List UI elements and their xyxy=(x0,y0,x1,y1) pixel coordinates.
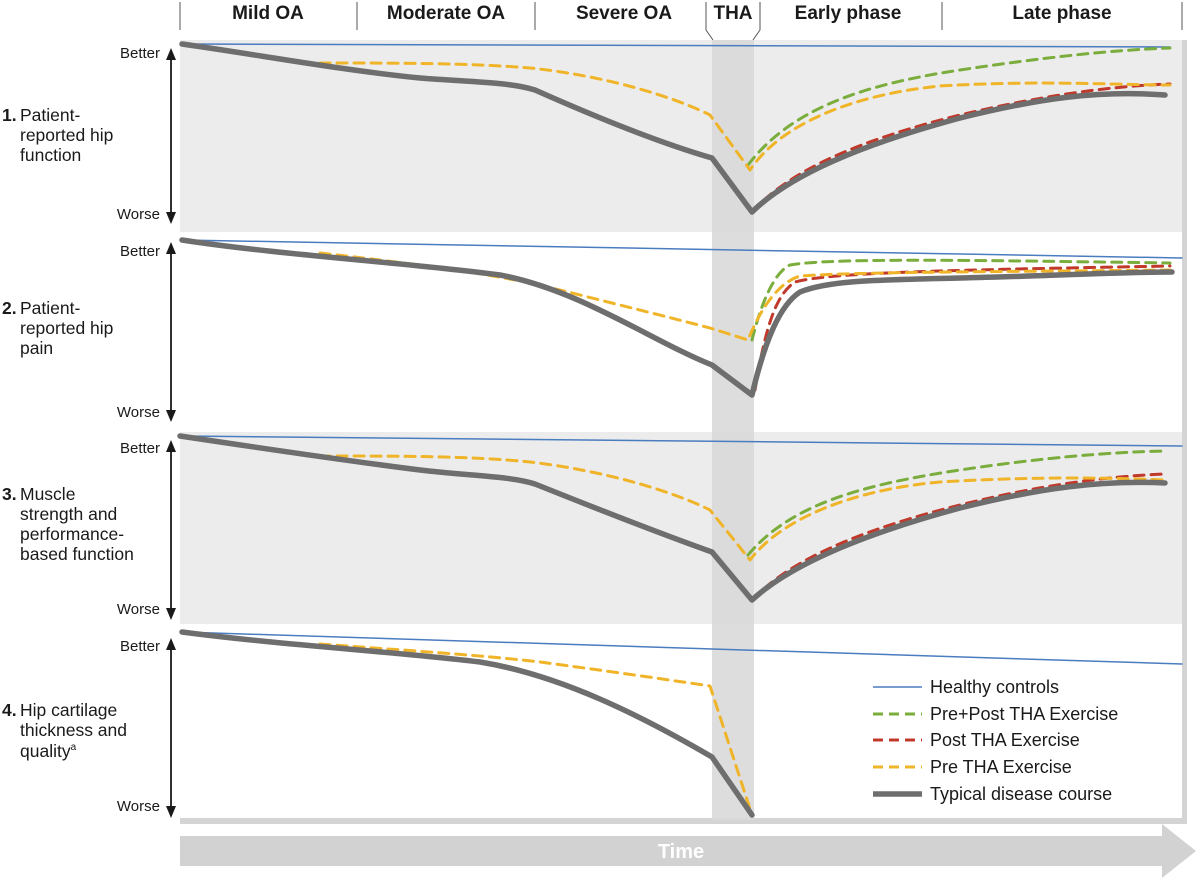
curve-healthy-controls xyxy=(181,239,1183,259)
panel-3-axis: Better Worse xyxy=(117,440,176,620)
panel-3-label: 3. Muscle strength and performance- base… xyxy=(2,484,134,564)
phase-label-tha: THA xyxy=(713,3,752,24)
curve-post-tha-exercise xyxy=(750,82,1172,214)
axis-down-arrow-icon xyxy=(166,410,176,422)
panel-1-background xyxy=(180,40,1185,232)
legend-label: Pre THA Exercise xyxy=(930,757,1072,777)
curve-healthy-controls xyxy=(181,435,1183,447)
legend-label: Healthy controls xyxy=(930,677,1059,697)
panel-2-axis: Better Worse xyxy=(117,242,176,422)
axis-up-arrow-icon xyxy=(166,440,176,452)
phase-label-mild-oa: Mild OA xyxy=(232,3,304,24)
curve-pre-tha-exercise xyxy=(318,61,1172,172)
panel-label-line: Muscle xyxy=(20,484,75,504)
curve-pre-tha-exercise xyxy=(318,642,754,817)
axis-down-arrow-icon xyxy=(166,608,176,620)
panel-label-line: function xyxy=(20,145,81,165)
panel-1-curves xyxy=(179,41,1172,215)
panel-label-line: reported hip xyxy=(20,125,113,145)
panel-label-line: qualitya xyxy=(20,741,77,761)
panel-4-label: 4. Hip cartilage thickness and qualitya xyxy=(2,700,127,761)
panel-label-line: performance- xyxy=(20,524,124,544)
phase-label-moderate-oa: Moderate OA xyxy=(387,3,506,24)
axis-worse-label: Worse xyxy=(117,404,160,421)
axis-better-label: Better xyxy=(120,45,160,62)
panel-number: 2. xyxy=(2,298,17,318)
legend-label: Typical disease course xyxy=(930,784,1112,804)
panel-2-background xyxy=(180,232,1185,432)
curve-typical-disease-course xyxy=(179,237,1175,398)
legend-item-healthy-controls: Healthy controls xyxy=(873,677,1059,697)
legend-label: Pre+Post THA Exercise xyxy=(930,704,1118,724)
tha-left-bracket xyxy=(705,2,714,41)
panel-4-background xyxy=(180,624,1185,820)
phase-header: Mild OA Moderate OA Severe OA THA Early … xyxy=(179,2,1183,41)
axis-up-arrow-icon xyxy=(166,242,176,254)
axis-up-arrow-icon xyxy=(166,48,176,60)
phase-label-late-phase: Late phase xyxy=(1012,3,1111,24)
axis-down-arrow-icon xyxy=(166,212,176,224)
legend-item-pre-tha-exercise: Pre THA Exercise xyxy=(873,757,1072,777)
axis-better-label: Better xyxy=(120,243,160,260)
legend-item-pre-post-tha-exercise: Pre+Post THA Exercise xyxy=(873,704,1118,724)
bottom-edge-bar xyxy=(180,818,1187,824)
legend: Healthy controls Pre+Post THA Exercise P… xyxy=(873,677,1118,804)
curve-healthy-controls xyxy=(181,631,1183,665)
panel-label-text: quality xyxy=(20,741,71,761)
panel-1-axis: Better Worse xyxy=(117,45,176,224)
axis-up-arrow-icon xyxy=(166,638,176,650)
panel-label-line: pain xyxy=(20,338,53,358)
curve-pre-tha-exercise xyxy=(318,454,1167,562)
panel-label-line: Patient- xyxy=(20,105,80,125)
axis-down-arrow-icon xyxy=(166,806,176,818)
panel-4-axis: Better Worse xyxy=(117,638,176,818)
panel-3-curves xyxy=(177,433,1183,603)
curve-post-tha-exercise xyxy=(753,264,1172,392)
curve-typical-disease-course xyxy=(179,41,1168,215)
panel-1-label: 1. Patient- reported hip function xyxy=(2,105,113,165)
curve-healthy-controls xyxy=(181,43,1171,48)
curve-pre-post-tha-exercise xyxy=(746,449,1167,557)
curve-pre-post-tha-exercise xyxy=(746,46,1172,167)
panel-4-curves xyxy=(179,629,1183,818)
panel-label-line: thickness and xyxy=(20,720,127,740)
tha-right-bracket xyxy=(752,2,761,41)
footnote-superscript: a xyxy=(71,742,77,753)
panel-number: 4. xyxy=(2,700,17,720)
panel-label-line: based function xyxy=(20,544,134,564)
time-arrow-icon xyxy=(180,824,1196,878)
axis-better-label: Better xyxy=(120,440,160,457)
curves xyxy=(177,41,1183,818)
panel-3-background xyxy=(180,432,1185,624)
axis-worse-label: Worse xyxy=(117,206,160,223)
phase-label-early-phase: Early phase xyxy=(795,3,902,24)
legend-label: Post THA Exercise xyxy=(930,730,1080,750)
panel-label-line: Patient- xyxy=(20,298,80,318)
legend-item-typical-disease-course: Typical disease course xyxy=(873,784,1112,804)
panel-2-label: 2. Patient- reported hip pain xyxy=(2,298,113,358)
panel-label-line: Hip cartilage xyxy=(20,700,117,720)
panel-labels: 1. Patient- reported hip function 2. Pat… xyxy=(2,105,134,761)
phase-label-severe-oa: Severe OA xyxy=(576,3,672,24)
panel-backgrounds xyxy=(180,40,1187,824)
time-label: Time xyxy=(658,841,704,863)
right-edge-bar xyxy=(1182,40,1187,824)
curve-typical-disease-course xyxy=(177,433,1168,603)
better-worse-axes: Better Worse Better Worse Better Worse B… xyxy=(117,45,176,818)
panel-number: 1. xyxy=(2,105,17,125)
legend-item-post-tha-exercise: Post THA Exercise xyxy=(873,730,1080,750)
panel-number: 3. xyxy=(2,484,17,504)
panel-label-line: reported hip xyxy=(20,318,113,338)
curve-pre-post-tha-exercise xyxy=(750,258,1172,342)
tha-band xyxy=(712,40,754,820)
panel-label-line: strength and xyxy=(20,504,117,524)
time-arrow: Time xyxy=(180,824,1196,878)
axis-worse-label: Worse xyxy=(117,798,160,815)
curve-typical-disease-course xyxy=(179,629,755,818)
axis-better-label: Better xyxy=(120,638,160,655)
panel-2-curves xyxy=(179,237,1183,398)
axis-worse-label: Worse xyxy=(117,601,160,618)
